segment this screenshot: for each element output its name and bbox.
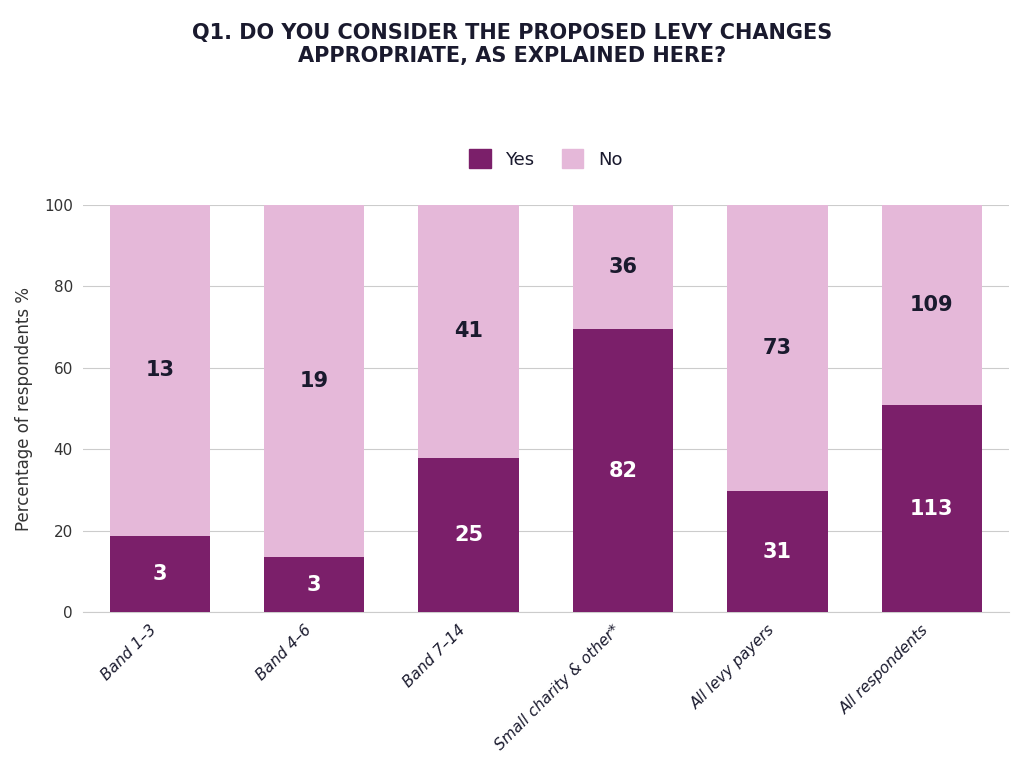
- Bar: [419, 458, 519, 612]
- Text: 25: 25: [454, 525, 483, 545]
- Y-axis label: Percentage of respondents %: Percentage of respondents %: [15, 286, 33, 531]
- Text: 36: 36: [608, 257, 638, 276]
- Text: 31: 31: [763, 541, 792, 561]
- Bar: [110, 536, 210, 612]
- Bar: [727, 204, 827, 491]
- Bar: [264, 557, 365, 612]
- Bar: [110, 204, 210, 536]
- Text: 3: 3: [153, 564, 167, 584]
- Text: 73: 73: [763, 338, 792, 358]
- Text: 109: 109: [910, 295, 953, 315]
- Bar: [264, 204, 365, 557]
- Text: 41: 41: [455, 321, 483, 341]
- Bar: [572, 204, 673, 329]
- Bar: [882, 204, 982, 405]
- Bar: [419, 204, 519, 458]
- Text: 3: 3: [307, 574, 322, 594]
- Text: 82: 82: [608, 461, 638, 481]
- Legend: Yes, No: Yes, No: [461, 141, 632, 177]
- Text: Q1. DO YOU CONSIDER THE PROPOSED LEVY CHANGES
APPROPRIATE, AS EXPLAINED HERE?: Q1. DO YOU CONSIDER THE PROPOSED LEVY CH…: [191, 23, 833, 66]
- Text: 19: 19: [300, 371, 329, 391]
- Bar: [572, 329, 673, 612]
- Bar: [727, 491, 827, 612]
- Text: 13: 13: [145, 360, 174, 380]
- Text: 113: 113: [910, 498, 953, 518]
- Bar: [882, 405, 982, 612]
